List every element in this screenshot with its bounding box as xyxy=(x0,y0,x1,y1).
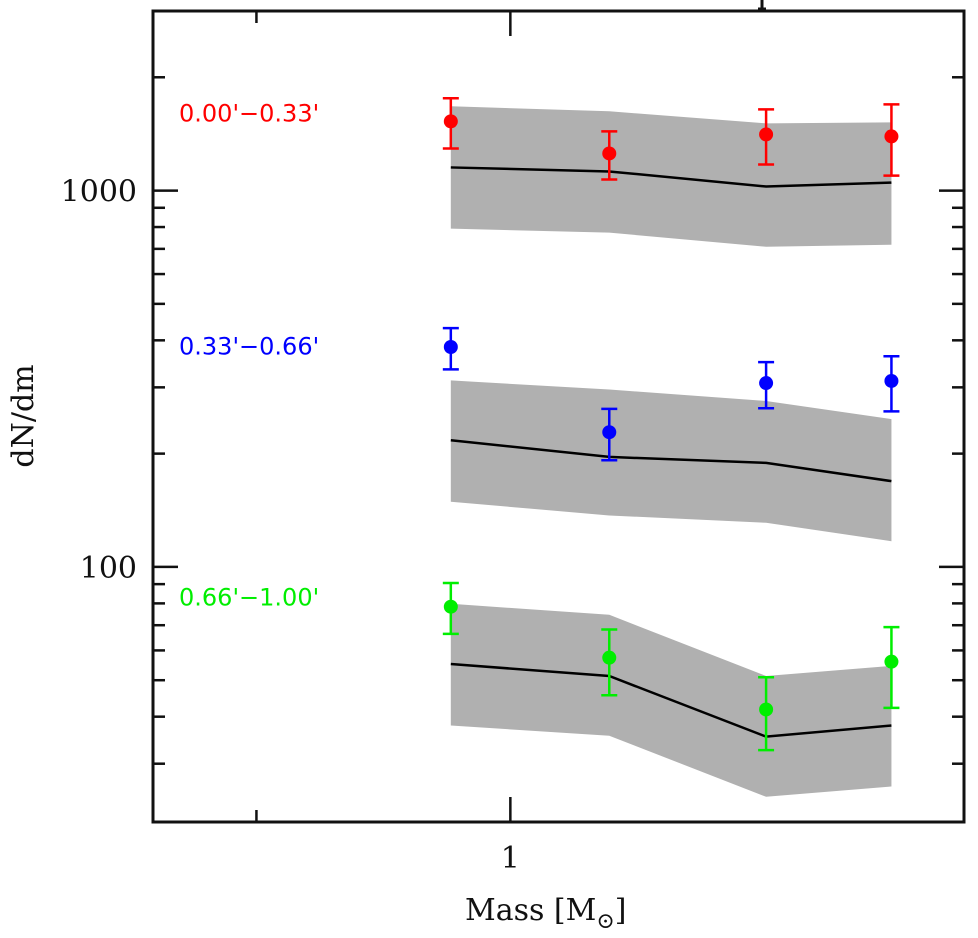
x-axis-label-main: Mass [M xyxy=(465,893,596,928)
point-marker xyxy=(759,376,774,391)
model-line xyxy=(450,166,892,188)
data-point xyxy=(601,130,618,181)
point-marker xyxy=(759,702,774,717)
group-label-0: 0.00'−0.33' xyxy=(179,100,319,128)
x-axis-label-sun-symbol: ⊙ xyxy=(596,909,614,934)
model-line xyxy=(450,439,892,483)
axis-ticks: 100 1000 1 xyxy=(61,11,964,876)
data-point xyxy=(758,676,775,752)
data-point xyxy=(601,407,618,462)
data-points xyxy=(442,97,900,752)
data-point xyxy=(883,354,900,413)
point-marker xyxy=(443,599,458,614)
model-bands xyxy=(450,106,892,797)
data-point xyxy=(442,97,459,150)
data-point xyxy=(758,360,775,410)
point-marker xyxy=(884,129,899,144)
data-point xyxy=(442,581,459,636)
y-axis-label: dN/dm xyxy=(6,364,41,467)
point-marker xyxy=(443,114,458,129)
group-labels: 0.00'−0.33' 0.33'−0.66' 0.66'−1.00' xyxy=(179,100,319,612)
data-point xyxy=(758,108,775,166)
model-band xyxy=(450,380,892,542)
x-axis-label-close: ] xyxy=(615,893,627,928)
x-tick-label: 1 xyxy=(501,841,520,876)
point-marker xyxy=(884,373,899,388)
plot-frame xyxy=(151,9,966,824)
data-point xyxy=(601,628,618,697)
point-marker xyxy=(602,146,617,161)
point-marker xyxy=(602,650,617,665)
data-point xyxy=(442,326,459,371)
data-point xyxy=(883,625,900,710)
point-marker xyxy=(759,127,774,142)
model-lines xyxy=(450,166,892,738)
x-axis-label: Mass [M⊙] xyxy=(465,893,627,934)
group-label-2: 0.66'−1.00' xyxy=(179,583,319,611)
cropped-title-glyph xyxy=(758,0,766,11)
point-marker xyxy=(443,340,458,355)
model-line xyxy=(450,662,892,738)
group-label-1: 0.33'−0.66' xyxy=(179,333,319,361)
y-tick-label: 100 xyxy=(80,551,137,586)
point-marker xyxy=(884,654,899,669)
data-point xyxy=(883,103,900,177)
point-marker xyxy=(602,425,617,440)
y-tick-label: 1000 xyxy=(61,175,137,210)
